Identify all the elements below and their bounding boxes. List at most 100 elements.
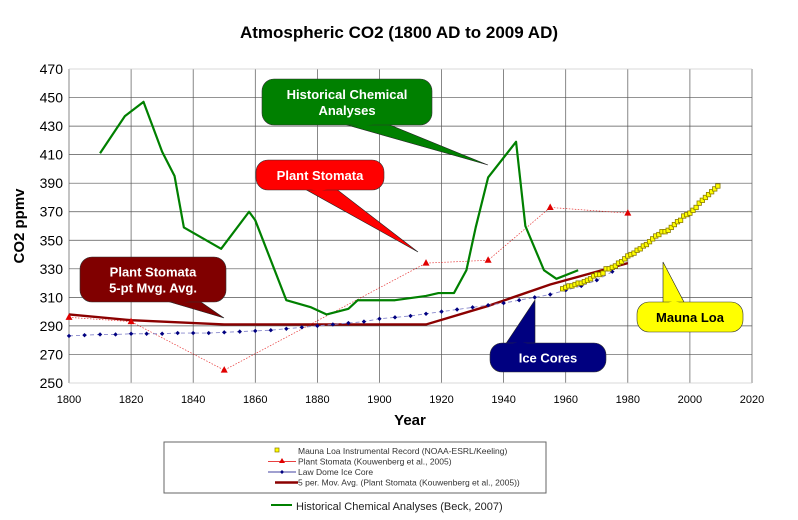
- y-tick-label: 390: [40, 175, 64, 191]
- mauna-loa-marker: [650, 236, 656, 242]
- stomata-marker: [220, 366, 228, 373]
- callout-joint: [303, 188, 335, 191]
- x-tick-label: 1880: [305, 394, 329, 406]
- mauna-loa-marker: [702, 194, 709, 201]
- legend-item-stomata: Plant Stomata (Kouwenberg et al., 2005): [268, 457, 452, 467]
- callout-text: Historical Chemical: [287, 87, 408, 102]
- x-tick-label: 1960: [553, 394, 577, 406]
- mauna-loa-marker: [677, 217, 684, 223]
- x-axis-ticks: 1800 1820 1840 1860 1880 1900 1920 1940 1960 1980…: [57, 394, 764, 406]
- callout-box: [261, 78, 433, 126]
- ice-core-marker: [66, 333, 72, 339]
- ice-core-marker: [97, 332, 103, 337]
- ice-core-marker: [594, 278, 599, 283]
- callout-joint: [663, 301, 685, 304]
- legend-swatch-diamond: [280, 470, 284, 474]
- chart-title: Atmospheric CO2 (1800 AD to 2009 AD): [240, 23, 558, 42]
- y-tick-label: 250: [40, 375, 64, 391]
- callout-text: Analyses: [318, 103, 375, 118]
- y-tick-label: 310: [40, 289, 64, 305]
- mauna-loa-marker: [715, 183, 721, 189]
- ice-core-marker: [253, 328, 258, 334]
- ice-core-marker: [485, 303, 491, 308]
- x-tick-label: 1840: [181, 394, 205, 406]
- mauna-loa-marker: [693, 204, 699, 211]
- y-tick-label: 430: [40, 118, 64, 134]
- mauna-loa-marker: [631, 250, 637, 256]
- callout-pointer: [504, 299, 536, 346]
- stomata-marker: [484, 256, 492, 263]
- callout-text: Plant Stomata: [277, 168, 364, 183]
- ice-core-marker: [548, 292, 553, 297]
- ice-core-marker: [377, 316, 382, 321]
- stomata-marker: [546, 203, 554, 210]
- x-tick-label: 1820: [119, 394, 143, 406]
- mauna-loa-marker: [656, 231, 662, 238]
- ice-core-marker: [237, 329, 242, 334]
- callout-text: 5-pt Mvg. Avg.: [109, 281, 197, 296]
- ice-core-marker: [532, 295, 537, 300]
- ice-core-marker: [501, 300, 506, 306]
- y-tick-label: 270: [40, 346, 64, 362]
- y-tick-label: 350: [40, 232, 64, 248]
- stomata-marker: [65, 313, 73, 320]
- ice-core-marker: [470, 305, 475, 310]
- legend-item-beck: Historical Chemical Analyses (Beck, 2007…: [271, 501, 503, 513]
- mauna-loa-marker: [671, 221, 677, 228]
- y-tick-label: 410: [40, 147, 64, 163]
- mauna-loa-marker: [696, 200, 702, 206]
- ice-core-marker: [361, 319, 367, 324]
- callout-text: Ice Cores: [519, 351, 578, 366]
- x-tick-label: 1900: [367, 394, 391, 406]
- mauna-loa-marker: [668, 224, 674, 231]
- callout-pointer: [301, 187, 419, 253]
- callout-text: Plant Stomata: [110, 265, 197, 280]
- legend-label: Historical Chemical Analyses (Beck, 2007…: [296, 501, 503, 513]
- mauna-loa-marker: [665, 227, 671, 233]
- ice-core-marker: [206, 330, 211, 336]
- legend-swatch-square: [274, 447, 280, 453]
- stomata-marker: [422, 259, 430, 266]
- x-tick-label: 1800: [57, 394, 81, 406]
- ice-core-marker: [408, 313, 413, 319]
- mauna-loa-marker: [712, 186, 718, 192]
- y-tick-label: 470: [40, 61, 64, 77]
- series-layer: [65, 100, 721, 373]
- ice-core-marker: [268, 327, 273, 333]
- series-line-historical-chemical: [99, 100, 579, 316]
- x-axis-label: Year: [394, 412, 426, 429]
- callout-box: [79, 256, 227, 303]
- y-tick-label: 330: [40, 261, 64, 277]
- mauna-loa-marker: [637, 246, 643, 252]
- legend-box: [163, 441, 547, 494]
- ice-core-marker: [330, 322, 336, 327]
- ice-core-marker: [190, 330, 196, 336]
- mauna-loa-marker: [622, 256, 628, 262]
- ice-core-marker: [128, 331, 134, 336]
- mauna-loa-marker: [612, 263, 619, 269]
- legend-label: 5 per. Mov. Avg. (Plant Stomata (Kouwenb…: [298, 478, 520, 488]
- mauna-loa-marker: [690, 207, 696, 213]
- callout-joint: [505, 342, 535, 345]
- legend-label: Law Dome Ice Core: [298, 467, 373, 477]
- legend-swatch-triangle: [279, 458, 285, 463]
- ice-core-marker: [610, 269, 615, 274]
- ice-core-marker: [454, 307, 460, 312]
- mauna-loa-marker: [705, 191, 712, 198]
- y-tick-label: 290: [40, 318, 64, 334]
- ice-core-marker: [175, 330, 180, 336]
- x-tick-label: 2020: [740, 394, 764, 406]
- stomata-marker: [624, 209, 632, 216]
- legend-item-mavg: 5 per. Mov. Avg. (Plant Stomata (Kouwenb…: [275, 478, 520, 488]
- callout-pointer: [339, 122, 489, 166]
- callout-joint: [340, 123, 385, 126]
- callout-text: Mauna Loa: [656, 310, 725, 325]
- callout-ice: Ice Cores: [489, 299, 607, 373]
- mauna-loa-marker: [646, 239, 653, 245]
- ice-core-marker: [144, 331, 149, 336]
- callout-stomata: Plant Stomata: [255, 159, 419, 253]
